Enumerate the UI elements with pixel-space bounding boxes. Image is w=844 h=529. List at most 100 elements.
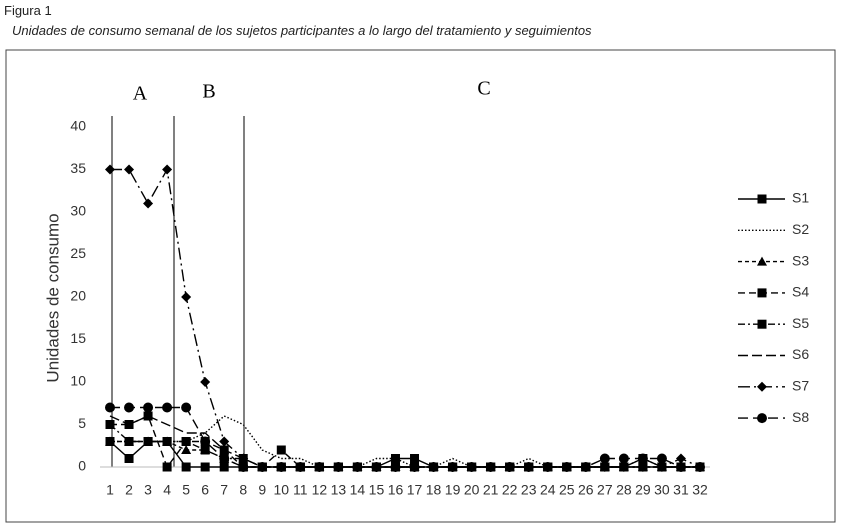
marker	[542, 462, 553, 472]
marker	[695, 462, 705, 472]
marker	[143, 437, 153, 446]
marker	[181, 462, 191, 472]
x-tick-label: 6	[201, 482, 209, 498]
marker	[757, 288, 767, 298]
x-tick-label: 1	[106, 482, 114, 498]
marker	[219, 453, 230, 464]
x-tick-label: 28	[616, 482, 632, 498]
marker	[599, 462, 610, 472]
phase-label: B	[202, 81, 215, 103]
marker	[219, 436, 230, 447]
marker	[757, 256, 767, 266]
marker	[675, 453, 686, 464]
marker	[333, 462, 344, 472]
marker	[428, 462, 439, 472]
marker	[371, 462, 382, 472]
x-tick-label: 2	[125, 482, 133, 498]
marker	[314, 462, 325, 472]
x-tick-label: 13	[331, 482, 347, 498]
marker	[504, 462, 515, 472]
series-line	[110, 415, 700, 469]
x-tick-label: 8	[239, 482, 247, 498]
y-tick-label: 0	[78, 458, 86, 474]
marker	[447, 462, 458, 472]
marker	[238, 462, 249, 472]
marker	[410, 454, 420, 463]
marker	[523, 462, 534, 472]
x-tick-label: 12	[312, 482, 328, 498]
x-tick-label: 22	[502, 482, 518, 498]
marker	[105, 420, 115, 429]
x-tick-label: 20	[464, 482, 480, 498]
marker	[200, 462, 210, 472]
marker	[181, 402, 192, 413]
marker	[390, 462, 401, 472]
marker	[757, 194, 767, 204]
series-line	[110, 167, 701, 468]
marker	[599, 453, 610, 464]
y-axis-label: Unidades de consumo	[43, 213, 62, 382]
marker	[656, 462, 667, 472]
x-tick-label: 21	[483, 482, 499, 498]
x-tick-label: 27	[597, 482, 613, 498]
marker	[181, 437, 191, 446]
series-line	[110, 440, 700, 468]
marker	[143, 198, 154, 209]
marker	[757, 319, 767, 329]
x-tick-label: 3	[144, 482, 152, 498]
x-tick-label: 14	[350, 482, 366, 498]
y-tick-label: 10	[70, 373, 86, 389]
x-tick-label: 30	[654, 482, 670, 498]
marker	[352, 462, 363, 472]
marker	[276, 445, 286, 455]
marker	[200, 436, 211, 447]
caption: Unidades de consumo semanal de los sujet…	[12, 23, 592, 38]
legend-label: S6	[792, 346, 809, 362]
marker	[637, 462, 648, 472]
marker	[485, 462, 496, 472]
x-tick-label: 9	[258, 482, 266, 498]
marker	[162, 402, 173, 413]
marker	[181, 292, 192, 302]
marker	[466, 462, 477, 472]
phase-label: A	[133, 83, 148, 105]
marker	[219, 462, 229, 472]
marker	[200, 445, 210, 455]
marker	[409, 462, 420, 472]
marker	[757, 381, 767, 392]
marker	[276, 462, 287, 472]
marker	[238, 453, 249, 464]
legend-label: S5	[792, 315, 809, 331]
phase-label: C	[477, 78, 490, 100]
x-tick-label: 32	[692, 482, 708, 498]
marker	[257, 462, 268, 472]
marker	[618, 462, 629, 472]
y-tick-label: 25	[70, 245, 86, 261]
marker	[143, 411, 153, 421]
y-tick-label: 35	[70, 160, 86, 176]
x-tick-label: 29	[635, 482, 651, 498]
marker	[757, 413, 767, 424]
legend-label: S1	[792, 190, 809, 206]
marker	[124, 437, 134, 446]
x-tick-label: 4	[163, 482, 171, 498]
series-line	[109, 440, 700, 468]
marker	[105, 164, 115, 175]
chart-frame	[5, 49, 836, 523]
marker	[105, 402, 115, 413]
marker	[561, 462, 572, 472]
y-tick-label: 15	[70, 330, 86, 346]
x-tick-label: 11	[293, 482, 308, 498]
figure-label: Figura 1	[4, 3, 52, 18]
x-tick-label: 19	[445, 482, 461, 498]
y-tick-label: 30	[70, 203, 86, 219]
x-tick-label: 25	[559, 482, 575, 498]
x-tick-label: 10	[274, 482, 290, 498]
marker	[675, 462, 686, 472]
marker	[295, 462, 306, 472]
legend-label: S2	[792, 221, 809, 237]
marker	[200, 377, 211, 387]
marker	[162, 462, 172, 472]
